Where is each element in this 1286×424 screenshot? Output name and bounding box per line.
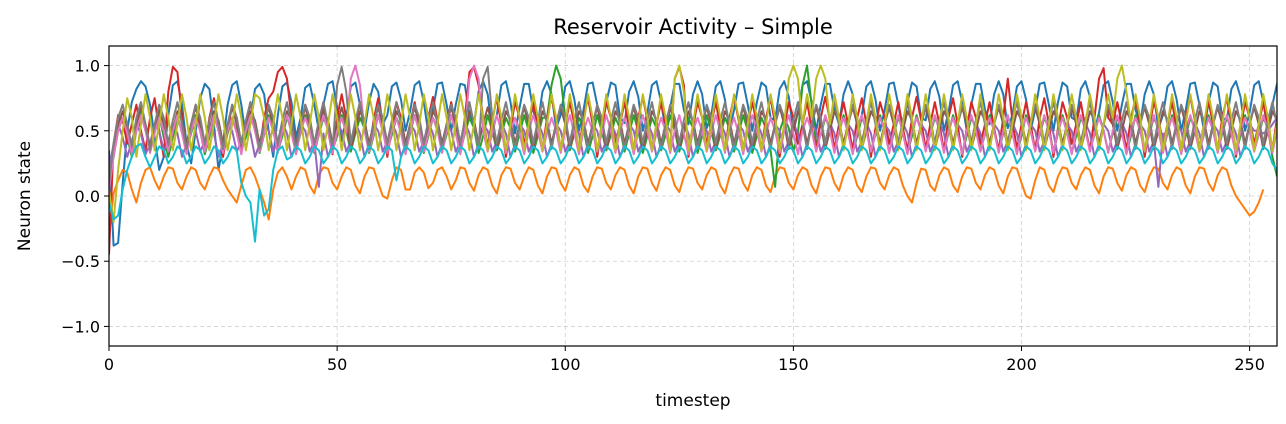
y-tick-label: 0.5	[75, 122, 100, 141]
series-line-7	[109, 64, 1277, 190]
y-tick-label: −1.0	[61, 317, 100, 336]
x-axis-label: timestep	[655, 391, 730, 411]
y-tick-label: 1.0	[75, 57, 100, 76]
x-axis-ticks: 0 50 100 150 200 250	[104, 346, 1265, 374]
series-line-8	[109, 65, 1277, 184]
series-line-10	[109, 142, 1277, 243]
x-tick-label: 50	[327, 355, 347, 374]
series-line-2	[109, 166, 1265, 236]
y-axis-label: Neuron state	[15, 141, 35, 251]
x-tick-label: 150	[778, 355, 809, 374]
series-line-9	[109, 64, 1277, 224]
x-tick-label: 0	[104, 355, 114, 374]
x-tick-label: 200	[1006, 355, 1037, 374]
chart-title: Reservoir Activity – Simple	[553, 15, 833, 39]
series-line-1	[109, 80, 1277, 247]
y-axis-ticks: −1.0 −0.5 0.0 0.5 1.0	[61, 57, 109, 336]
series-lines	[109, 64, 1277, 255]
y-tick-label: −0.5	[61, 252, 100, 271]
x-tick-label: 250	[1234, 355, 1265, 374]
y-tick-label: 0.0	[75, 187, 100, 206]
x-tick-label: 100	[550, 355, 581, 374]
